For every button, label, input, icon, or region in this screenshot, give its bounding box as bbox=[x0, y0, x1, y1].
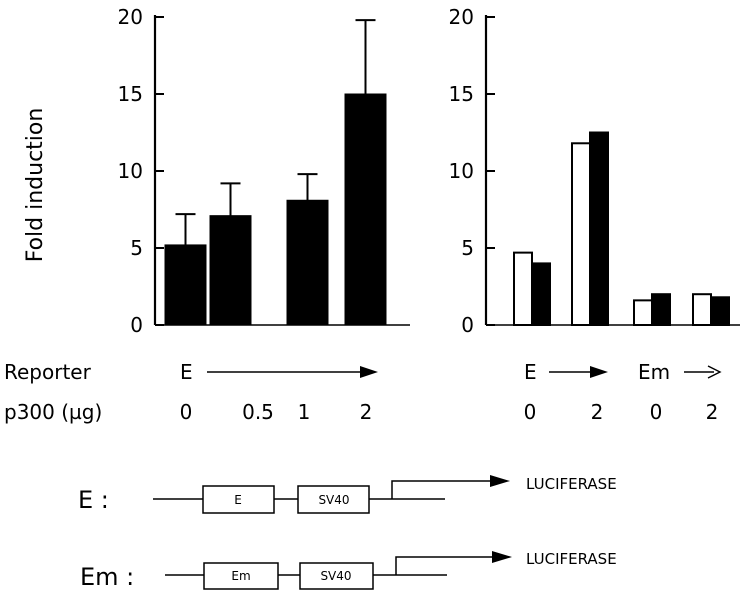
p300-value: 2 bbox=[360, 400, 373, 424]
reporter-left-label: E bbox=[180, 360, 193, 384]
y-tick-label: 10 bbox=[118, 159, 143, 183]
transcription-arrow-icon bbox=[391, 475, 510, 499]
bar bbox=[651, 293, 671, 327]
bar bbox=[209, 215, 252, 326]
y-axis-label: Fold induction bbox=[23, 108, 48, 263]
y-tick-label: 20 bbox=[449, 5, 474, 29]
p300-value: 0.5 bbox=[242, 400, 274, 424]
reporter-right-em-label: Em bbox=[638, 360, 670, 384]
construct-e-label: E : bbox=[78, 486, 109, 514]
bar bbox=[513, 251, 533, 326]
y-tick-label: 0 bbox=[461, 313, 474, 337]
p300-value: 0 bbox=[524, 400, 537, 424]
element-box-label: E bbox=[234, 493, 242, 507]
right-bar-chart: 0 5 10 15 20 bbox=[449, 5, 740, 337]
promoter-box-label: SV40 bbox=[318, 493, 349, 507]
arrow-icon bbox=[207, 366, 378, 378]
arrow-icon bbox=[684, 365, 722, 379]
gene-label: LUCIFERASE bbox=[526, 550, 617, 568]
p300-value: 2 bbox=[706, 400, 719, 424]
promoter-box bbox=[299, 562, 374, 590]
reporter-row: Reporter E E Em bbox=[4, 360, 722, 384]
bar bbox=[344, 93, 387, 326]
bar bbox=[286, 199, 329, 326]
y-tick-label: 15 bbox=[118, 82, 143, 106]
reporter-row-label: Reporter bbox=[4, 360, 92, 384]
promoter-box-label: SV40 bbox=[320, 569, 351, 583]
y-tick-label: 20 bbox=[118, 5, 143, 29]
y-tick-label: 10 bbox=[449, 159, 474, 183]
construct-em-label: Em : bbox=[80, 563, 134, 591]
element-box bbox=[203, 562, 279, 590]
y-tick-label: 0 bbox=[130, 313, 143, 337]
bar bbox=[710, 296, 730, 326]
p300-value: 1 bbox=[298, 400, 311, 424]
y-tick-label: 5 bbox=[461, 236, 474, 260]
y-tick-label: 5 bbox=[130, 236, 143, 260]
element-box-label: Em bbox=[231, 569, 250, 583]
construct-e: E : E SV40 LUCIFERASE bbox=[78, 475, 617, 514]
bar bbox=[633, 299, 653, 326]
p300-row-label: p300 (µg) bbox=[4, 400, 102, 424]
element-box bbox=[202, 485, 275, 514]
y-tick-label: 15 bbox=[449, 82, 474, 106]
p300-value: 0 bbox=[180, 400, 193, 424]
transcription-arrow-icon bbox=[395, 551, 512, 575]
construct-em: Em : Em SV40 LUCIFERASE bbox=[80, 550, 617, 591]
bar bbox=[589, 131, 609, 326]
p300-value: 0 bbox=[650, 400, 663, 424]
p300-value: 2 bbox=[591, 400, 604, 424]
bar bbox=[164, 244, 207, 326]
bar bbox=[571, 142, 591, 326]
bar bbox=[531, 262, 551, 326]
gene-label: LUCIFERASE bbox=[526, 475, 617, 493]
bar bbox=[692, 293, 712, 327]
left-bar-chart: 0 5 10 15 20 bbox=[118, 5, 410, 337]
arrow-icon bbox=[549, 366, 608, 378]
reporter-right-e-label: E bbox=[524, 360, 537, 384]
p300-values: 0 0.5 1 2 0 2 0 2 bbox=[180, 400, 719, 424]
